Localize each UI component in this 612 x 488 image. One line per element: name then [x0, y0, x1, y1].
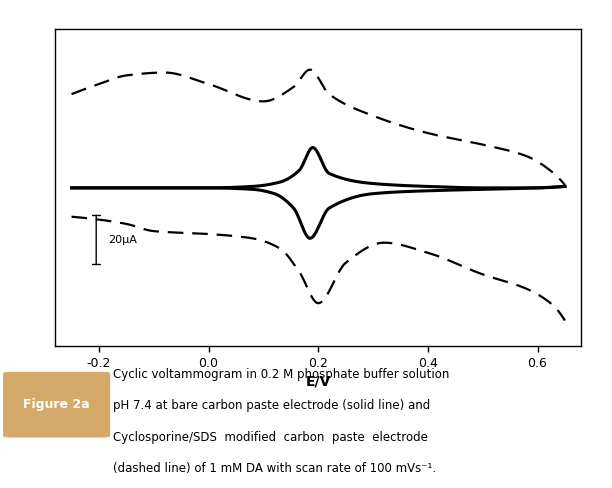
- FancyBboxPatch shape: [3, 372, 110, 437]
- Text: Cyclosporine/SDS  modified  carbon  paste  electrode: Cyclosporine/SDS modified carbon paste e…: [113, 430, 428, 444]
- Text: Cyclic voltammogram in 0.2 M phosphate buffer solution: Cyclic voltammogram in 0.2 M phosphate b…: [113, 368, 450, 381]
- X-axis label: E/V: E/V: [305, 374, 331, 388]
- Text: Figure 2a: Figure 2a: [23, 398, 90, 411]
- Text: (dashed line) of 1 mM DA with scan rate of 100 mVs⁻¹.: (dashed line) of 1 mM DA with scan rate …: [113, 462, 436, 475]
- Text: pH 7.4 at bare carbon paste electrode (solid line) and: pH 7.4 at bare carbon paste electrode (s…: [113, 399, 430, 412]
- Text: 20μA: 20μA: [108, 235, 137, 245]
